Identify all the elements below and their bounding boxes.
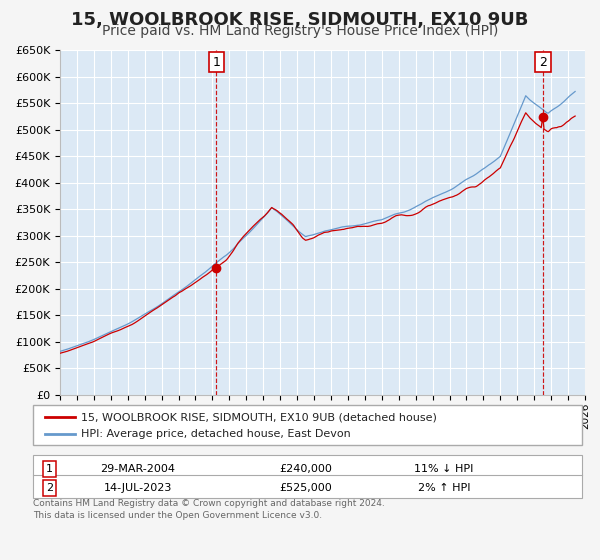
- Text: 14-JUL-2023: 14-JUL-2023: [104, 483, 172, 493]
- Text: 15, WOOLBROOK RISE, SIDMOUTH, EX10 9UB (detached house): 15, WOOLBROOK RISE, SIDMOUTH, EX10 9UB (…: [81, 412, 437, 422]
- Text: 2: 2: [46, 483, 53, 493]
- Text: 29-MAR-2004: 29-MAR-2004: [101, 464, 176, 474]
- Text: £240,000: £240,000: [280, 464, 332, 474]
- Text: 2% ↑ HPI: 2% ↑ HPI: [418, 483, 470, 493]
- Text: This data is licensed under the Open Government Licence v3.0.: This data is licensed under the Open Gov…: [33, 511, 322, 520]
- Text: £525,000: £525,000: [280, 483, 332, 493]
- Text: Price paid vs. HM Land Registry's House Price Index (HPI): Price paid vs. HM Land Registry's House …: [102, 24, 498, 38]
- Text: HPI: Average price, detached house, East Devon: HPI: Average price, detached house, East…: [81, 429, 351, 439]
- Text: 1: 1: [212, 55, 220, 68]
- Text: 15, WOOLBROOK RISE, SIDMOUTH, EX10 9UB: 15, WOOLBROOK RISE, SIDMOUTH, EX10 9UB: [71, 11, 529, 29]
- Text: 1: 1: [46, 464, 53, 474]
- Text: Contains HM Land Registry data © Crown copyright and database right 2024.: Contains HM Land Registry data © Crown c…: [33, 500, 385, 508]
- Text: 11% ↓ HPI: 11% ↓ HPI: [415, 464, 473, 474]
- Text: 2: 2: [539, 55, 547, 68]
